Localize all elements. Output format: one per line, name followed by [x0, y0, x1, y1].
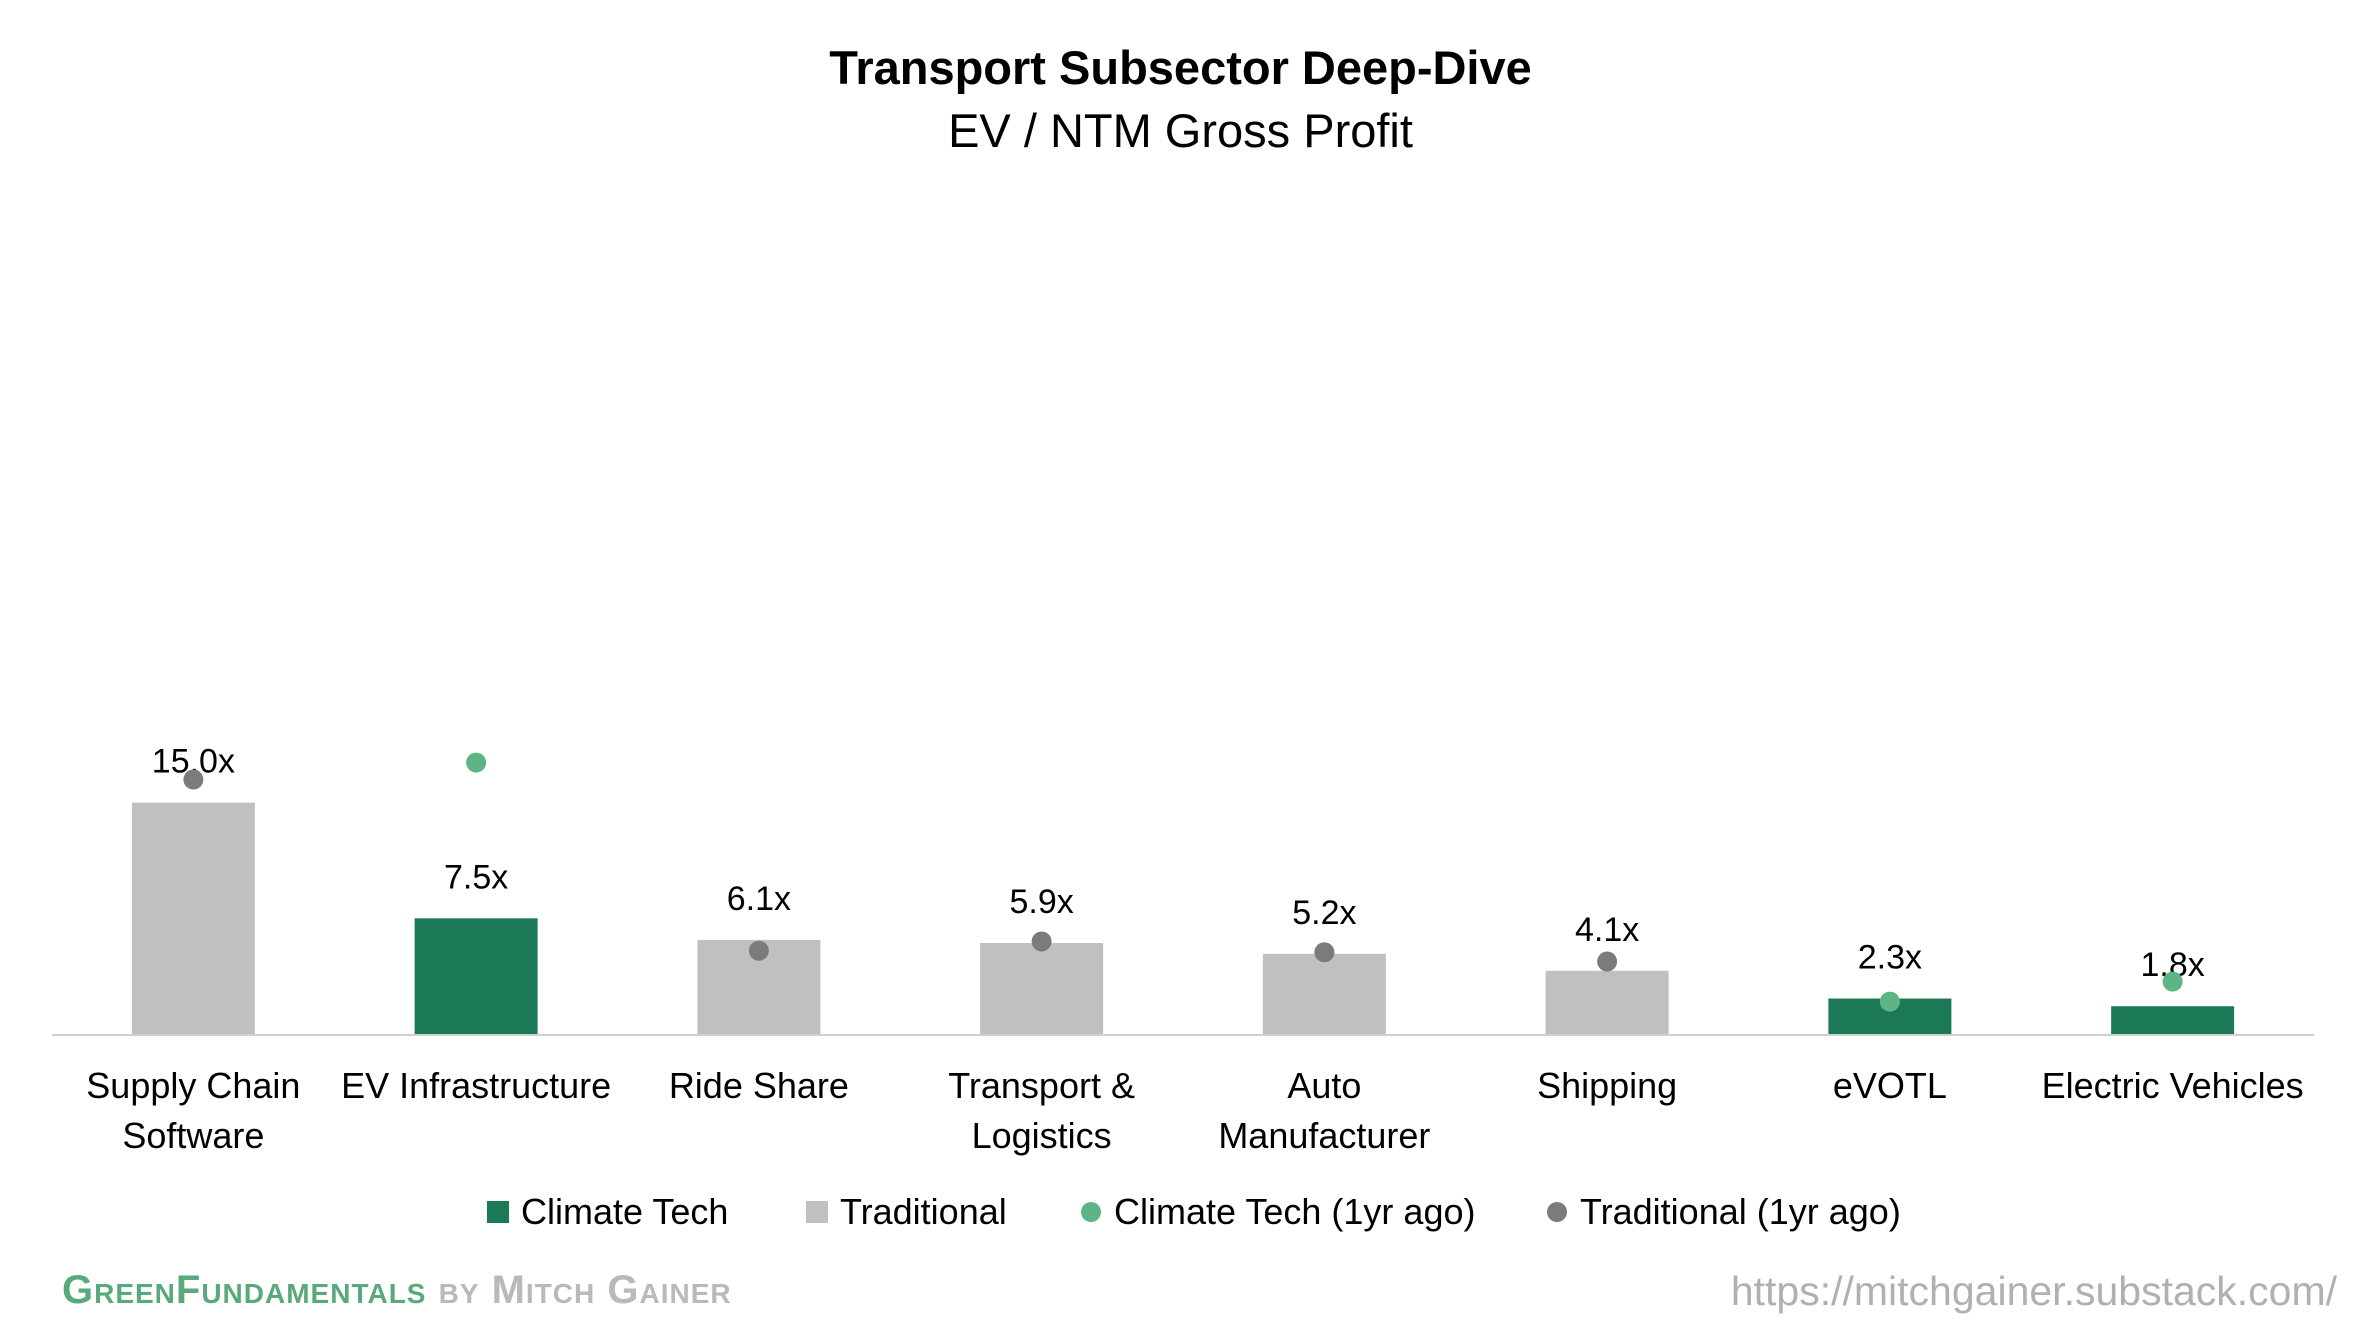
bar — [131, 802, 255, 1034]
source-url: https://mitchgainer.substack.com/ — [1730, 1268, 2337, 1314]
x-tick-label: Transport & Logistics — [948, 1065, 1135, 1156]
legend-swatch — [806, 1201, 828, 1223]
bar — [414, 918, 538, 1034]
marker-1yr-ago — [1879, 991, 1900, 1012]
data-label: 6.1x — [727, 880, 791, 918]
x-tick-label: Supply Chain Software — [86, 1065, 300, 1156]
marker-1yr-ago — [2162, 971, 2183, 992]
marker-1yr-ago — [1031, 931, 1052, 952]
legend-swatch — [1081, 1202, 1101, 1222]
marker-1yr-ago — [1597, 951, 1618, 972]
marker-1yr-ago — [183, 769, 204, 790]
data-label: 5.2x — [1292, 894, 1356, 932]
chart-title: Transport Subsector Deep-Dive — [829, 41, 1532, 94]
x-tick-label: eVOTL — [1833, 1065, 1947, 1106]
x-tick-label: Electric Vehicles — [2042, 1065, 2304, 1106]
legend-label: Climate Tech (1yr ago) — [1114, 1191, 1475, 1232]
title-block: Transport Subsector Deep-Dive EV / NTM G… — [0, 38, 2361, 164]
bar — [2111, 1006, 2235, 1034]
bar — [980, 943, 1104, 1034]
marker-1yr-ago — [748, 940, 769, 961]
bar — [1262, 953, 1386, 1034]
data-label: 7.5x — [444, 858, 508, 896]
bar — [1545, 970, 1669, 1034]
brand-name: GreenFundamentals — [62, 1268, 427, 1312]
data-label: 2.3x — [1858, 939, 1922, 977]
x-tick-label: Auto Manufacturer — [1218, 1065, 1430, 1156]
marker-1yr-ago — [466, 752, 487, 773]
chart-subtitle: EV / NTM Gross Profit — [948, 104, 1413, 157]
x-tick-label: EV Infrastructure — [341, 1065, 611, 1106]
brand-byline: by Mitch Gainer — [438, 1268, 732, 1312]
legend-swatch — [487, 1201, 509, 1223]
x-tick-label: Ride Share — [669, 1065, 849, 1106]
legend-label: Climate Tech — [521, 1191, 728, 1232]
legend-label: Traditional (1yr ago) — [1580, 1191, 1901, 1232]
data-label: 5.9x — [1009, 883, 1073, 921]
x-tick-label: Shipping — [1537, 1065, 1677, 1106]
data-label: 4.1x — [1575, 911, 1639, 949]
brand-logo: GreenFundamentals by Mitch Gainer — [62, 1268, 732, 1313]
marker-1yr-ago — [1314, 942, 1335, 963]
legend-swatch — [1547, 1202, 1567, 1222]
legend-label: Traditional — [840, 1191, 1007, 1232]
